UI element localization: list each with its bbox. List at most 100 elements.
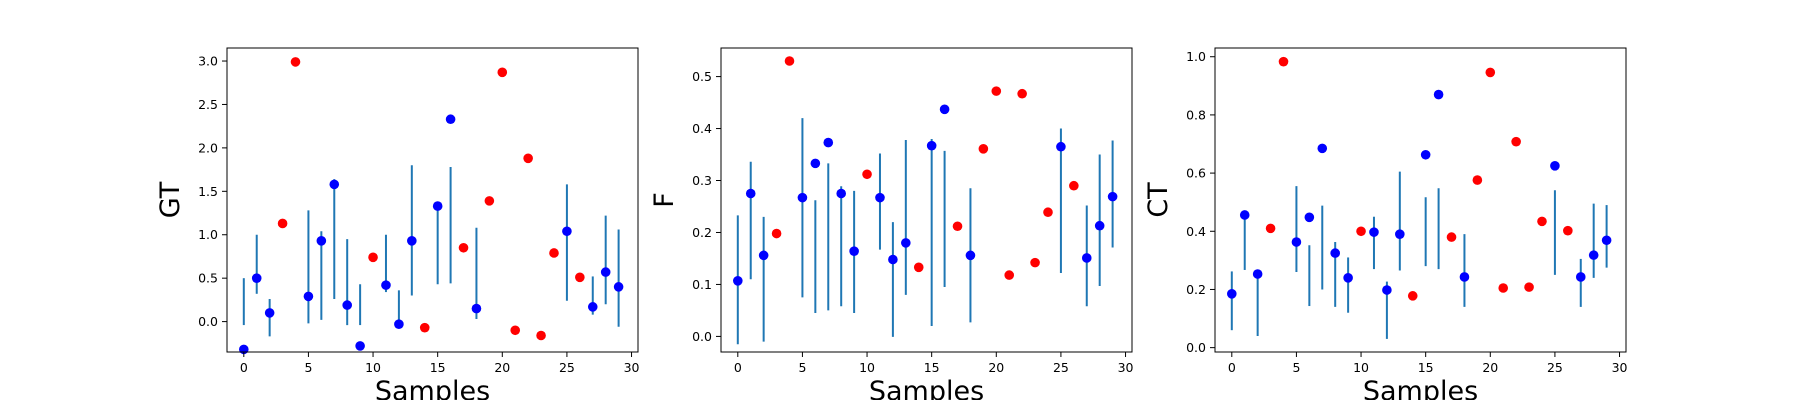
data-point [458, 242, 469, 253]
x-tick-label: 5 [304, 360, 312, 375]
data-point [913, 262, 924, 273]
data-point [1265, 223, 1276, 234]
data-point [394, 319, 404, 330]
data-point [1433, 89, 1444, 100]
x-axis-label: Samples [375, 376, 490, 400]
y-tick-label: 0.0 [198, 314, 218, 329]
y-tick-label: 0.4 [692, 121, 712, 136]
data-point [1343, 273, 1353, 283]
x-tick-label: 5 [1292, 360, 1300, 375]
data-point [1094, 220, 1105, 231]
data-point [251, 273, 262, 283]
data-point [823, 137, 834, 148]
y-tick-label: 0.0 [692, 329, 712, 344]
data-point [1472, 175, 1483, 185]
x-tick-label: 25 [559, 360, 575, 375]
data-point [1420, 149, 1431, 160]
data-point [1524, 282, 1534, 292]
data-point [1563, 225, 1573, 236]
data-point [1356, 226, 1366, 237]
data-point [901, 238, 911, 248]
data-point [1407, 291, 1418, 301]
x-tick-label: 20 [1482, 360, 1498, 375]
data-point [523, 153, 533, 164]
data-point [1446, 232, 1457, 242]
y-tick-label: 0.6 [1186, 166, 1206, 181]
data-point [965, 250, 976, 261]
data-point [381, 280, 391, 290]
x-tick-label: 25 [1053, 360, 1069, 375]
data-point [355, 341, 365, 351]
data-point [745, 188, 756, 199]
x-tick-label: 0 [240, 360, 248, 375]
data-point [277, 218, 288, 229]
data-point [290, 57, 301, 67]
x-tick-label: 15 [924, 360, 940, 375]
data-point [303, 291, 314, 302]
data-point [733, 276, 743, 286]
x-tick-label: 30 [1612, 360, 1628, 375]
data-point [1056, 141, 1066, 152]
data-point [1498, 283, 1509, 293]
data-point [1550, 161, 1560, 171]
data-point [587, 302, 598, 312]
y-tick-label: 0.5 [198, 271, 218, 286]
axes-frame [226, 47, 639, 353]
y-tick-label: 0.2 [1186, 282, 1206, 297]
data-point [888, 254, 898, 265]
data-point [952, 221, 963, 232]
data-point [1107, 191, 1118, 202]
x-axis-label: Samples [869, 376, 984, 400]
data-point [407, 236, 417, 246]
data-point [1330, 248, 1340, 258]
data-point [1395, 229, 1405, 239]
data-point [784, 56, 795, 66]
y-tick-label: 1.0 [1186, 49, 1206, 64]
data-point [1511, 136, 1521, 147]
data-point [1575, 272, 1586, 282]
x-axis-label: Samples [1363, 376, 1478, 400]
data-point [1017, 88, 1027, 99]
chart-panel-2: 0 5 10 15 20 25 30 0.0 0.2 0.4 0.6 0.8 1.0 CT Samples [1143, 47, 1628, 400]
data-point [432, 201, 443, 211]
x-tick-label: 10 [859, 360, 875, 375]
y-axis-label: GT [155, 181, 186, 218]
y-tick-label: 1.0 [198, 227, 218, 242]
data-point [316, 236, 327, 246]
x-tick-label: 10 [1353, 360, 1369, 375]
data-point [862, 169, 872, 180]
data-point [329, 179, 340, 190]
data-point [836, 188, 846, 199]
data-point [264, 308, 275, 318]
data-point [1081, 253, 1092, 263]
y-tick-label: 0.5 [692, 69, 712, 84]
data-point [600, 267, 611, 277]
data-point [1304, 212, 1315, 223]
data-point [810, 158, 821, 169]
data-point [1043, 207, 1053, 218]
data-point [1459, 272, 1470, 282]
data-point [549, 248, 559, 258]
y-axis-label: CT [1143, 182, 1174, 218]
data-point [771, 228, 782, 239]
data-point [1030, 257, 1040, 268]
data-point [1369, 227, 1379, 237]
x-tick-label: 20 [988, 360, 1004, 375]
data-point [978, 144, 989, 154]
data-point [849, 246, 859, 256]
data-point [1601, 235, 1612, 246]
axes-frame [1214, 47, 1627, 353]
y-tick-label: 0.2 [692, 225, 712, 240]
x-tick-label: 15 [430, 360, 446, 375]
y-tick-label: 3.0 [198, 54, 218, 69]
x-tick-label: 5 [798, 360, 806, 375]
x-tick-label: 0 [734, 360, 742, 375]
data-point [368, 252, 378, 263]
data-point [1317, 143, 1328, 154]
data-point [939, 104, 950, 115]
x-tick-label: 15 [1418, 360, 1434, 375]
data-point [1227, 289, 1237, 299]
y-tick-label: 0.4 [1186, 224, 1206, 239]
y-tick-label: 0.0 [1186, 340, 1206, 355]
data-point [991, 86, 1002, 96]
